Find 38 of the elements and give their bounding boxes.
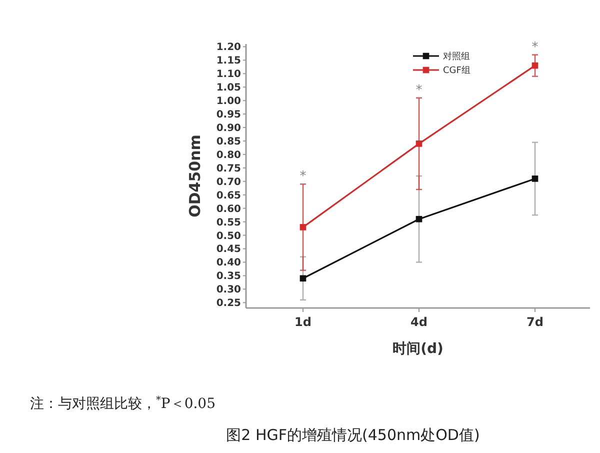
legend-label: 对照组	[443, 51, 470, 62]
y-tick-label: 0.35	[216, 271, 242, 282]
x-tick-label: 1d	[294, 315, 312, 329]
y-tick-label: 1.00	[216, 96, 242, 108]
y-tick-label: 0.75	[216, 163, 242, 174]
annotation: *	[300, 169, 307, 184]
x-axis-title: 时间(d)	[392, 341, 444, 357]
legend-label: CGF组	[443, 65, 470, 76]
x-tick-label: 7d	[526, 315, 544, 329]
y-tick-label: 0.70	[216, 176, 242, 188]
text: 图2 HGF的增殖情况(450nm处OD值)	[226, 426, 480, 444]
point	[300, 275, 306, 282]
y-tick-label: 0.95	[216, 110, 242, 121]
annotation: *	[416, 82, 423, 98]
y-tick-label: 0.30	[216, 284, 242, 296]
x-tick-label: 4d	[410, 315, 428, 329]
y-tick-label: 0.85	[216, 136, 242, 148]
point	[532, 62, 538, 69]
point	[416, 140, 422, 147]
y-tick-label: 1.10	[216, 69, 242, 80]
y-tick-label: 0.50	[216, 230, 242, 242]
text: 注：与对照组比较，$^{*}$P＜0.05	[30, 394, 216, 412]
y-tick-label: 0.60	[216, 204, 242, 215]
y-tick-label: 0.80	[216, 150, 242, 161]
y-tick-label: 0.55	[216, 217, 242, 228]
y-tick-label: 1.15	[216, 56, 242, 67]
point	[416, 216, 422, 222]
y-axis-title: OD450nm	[186, 134, 204, 218]
y-tick-label: 0.65	[216, 190, 242, 202]
y-tick-label: 0.40	[216, 258, 242, 269]
y-tick-label: 0.25	[216, 298, 242, 310]
point	[532, 176, 538, 182]
y-tick-label: 1.05	[216, 82, 242, 94]
y-tick-label: 0.90	[216, 123, 242, 134]
annotation: *	[532, 40, 539, 55]
y-tick-label: 0.45	[216, 244, 242, 256]
y-tick-label: 1.20	[216, 42, 242, 54]
point	[300, 224, 306, 230]
